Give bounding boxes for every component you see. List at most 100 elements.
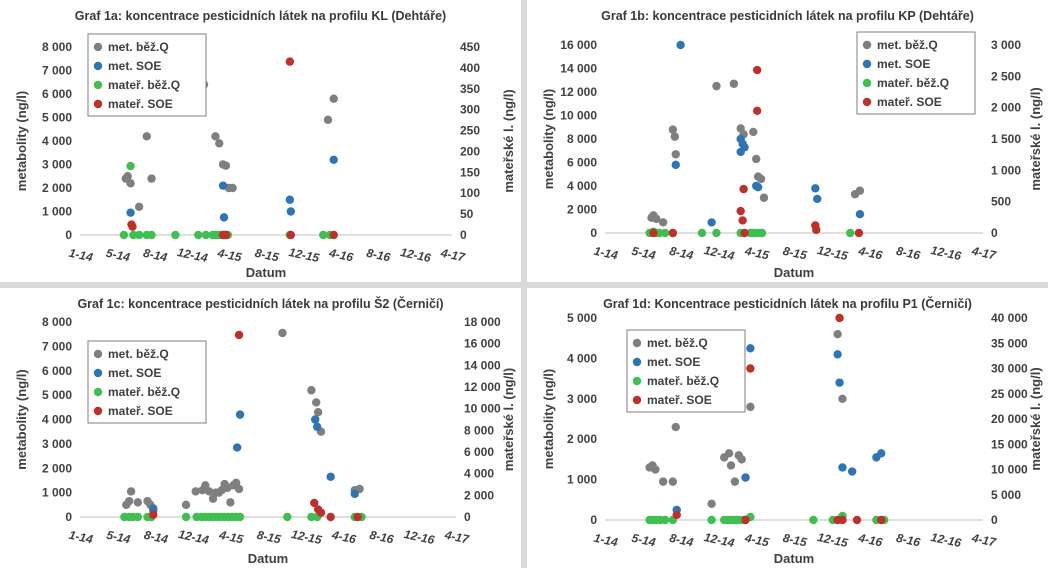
- y-tick-label: 8 000: [567, 132, 597, 146]
- x-tick-label: 12-14: [176, 245, 209, 265]
- y-tick-label: 1 000: [42, 486, 72, 500]
- legend-swatch: [93, 406, 103, 416]
- data-point-met-soe: [329, 155, 338, 164]
- x-tick-label: 4-17: [970, 531, 999, 550]
- y2-tick-label: 0: [991, 226, 998, 240]
- x-tick-label: 4-16: [330, 528, 358, 547]
- x-tick-label: 1-14: [68, 528, 95, 547]
- data-point-met-b-q: [307, 386, 316, 395]
- y2-tick-label: 35 000: [991, 336, 1028, 350]
- legend-swatch: [632, 338, 642, 348]
- y2-tick-label: 1 000: [991, 163, 1021, 177]
- y2-tick-label: 30 000: [991, 362, 1028, 376]
- chart-panel-2: Graf 1b: koncentrace pesticidních látek …: [527, 0, 1048, 282]
- data-point-mate-soe: [752, 106, 762, 116]
- legend-label: mateř. SOE: [108, 97, 173, 111]
- data-point-mate-b-q: [809, 515, 818, 525]
- data-point-met-b-q: [147, 174, 156, 183]
- y-tick-label: 7 000: [42, 339, 72, 353]
- y2-tick-label: 18 000: [464, 315, 501, 329]
- chart-title: Graf 1c: koncentrace pesticidních látek …: [77, 296, 443, 311]
- data-point-met-soe: [149, 504, 158, 513]
- data-point-met-b-q: [221, 161, 231, 170]
- data-point-mate-b-q: [235, 512, 245, 522]
- y2-tick-label: 250: [460, 124, 480, 138]
- legend-box: [856, 31, 976, 115]
- y2-tick-label: 100: [460, 186, 480, 200]
- legend-swatch: [93, 80, 103, 90]
- data-point-mate-soe: [854, 228, 864, 238]
- y2-tick-label: 10 000: [991, 463, 1028, 477]
- y-tick-label: 6 000: [42, 87, 72, 101]
- data-point-mate-b-q: [201, 230, 211, 240]
- data-point-mate-b-q: [712, 228, 721, 238]
- data-point-met-soe: [350, 489, 359, 499]
- legend-swatch: [862, 40, 872, 50]
- data-point-met-b-q: [211, 132, 220, 141]
- x-tick-label: 4-16: [856, 531, 884, 550]
- chart-svg-4: Graf 1d: Koncentrace pesticidních látek …: [541, 296, 1043, 566]
- x-tick-label: 12-15: [290, 527, 323, 547]
- x-tick-label: 8-14: [668, 244, 695, 263]
- legend-label: met. SOE: [108, 59, 161, 73]
- data-point-met-b-q: [278, 328, 287, 338]
- x-tick-label: 1-14: [593, 244, 620, 263]
- y2-tick-label: 0: [991, 513, 998, 527]
- data-point-mate-soe: [234, 330, 244, 340]
- y2-tick-label: 12 000: [464, 380, 501, 394]
- x-tick-label: 4-15: [743, 244, 771, 263]
- chart-panel-4: Graf 1d: Koncentrace pesticidních látek …: [527, 288, 1048, 568]
- data-point-mate-soe: [738, 216, 747, 225]
- data-point-met-soe: [286, 207, 295, 216]
- data-point-mate-soe: [739, 184, 748, 194]
- data-point-mate-soe: [736, 206, 745, 216]
- y2-tick-label: 5 000: [991, 488, 1021, 502]
- data-point-met-soe: [312, 422, 322, 432]
- x-axis-label: Datum: [248, 551, 288, 566]
- legend-label: mateř. běž.Q: [108, 385, 180, 399]
- data-point-met-b-q: [204, 487, 214, 496]
- data-point-met-soe: [218, 181, 228, 190]
- data-point-mate-b-q: [171, 230, 180, 240]
- y2-tick-label: 6 000: [464, 445, 494, 459]
- legend-box: [87, 340, 207, 424]
- data-point-met-b-q: [226, 498, 235, 507]
- y2-tick-label: 10 000: [464, 402, 501, 416]
- data-point-met-soe: [741, 473, 750, 482]
- data-point-met-b-q: [737, 455, 746, 464]
- x-tick-label: 5-14: [630, 244, 657, 263]
- data-point-mate-soe: [741, 515, 750, 525]
- data-point-met-b-q: [756, 174, 766, 184]
- y2-tick-label: 40 000: [991, 311, 1028, 325]
- data-point-mate-b-q: [655, 228, 664, 238]
- chart-title: Graf 1b: koncentrace pesticidních látek …: [601, 9, 974, 23]
- y-axis-label: metabolity (ng/l): [14, 91, 29, 191]
- y-tick-label: 3 000: [42, 437, 72, 451]
- data-point-mate-soe: [310, 498, 319, 508]
- x-tick-label: 12-14: [703, 243, 736, 263]
- legend-label: mateř. SOE: [877, 95, 942, 109]
- data-point-met-b-q: [133, 498, 143, 507]
- data-point-met-b-q: [668, 477, 678, 486]
- data-point-mate-b-q: [133, 512, 143, 522]
- data-point-mate-soe: [286, 230, 295, 240]
- legend-swatch: [862, 97, 872, 107]
- legend-box: [87, 33, 207, 117]
- y-tick-label: 5 000: [42, 388, 72, 402]
- x-tick-label: 8-14: [143, 528, 170, 547]
- data-point-met-b-q: [126, 179, 135, 188]
- data-point-mate-b-q: [283, 512, 292, 522]
- data-point-met-soe: [736, 147, 745, 157]
- legend-label: met. běž.Q: [108, 40, 169, 54]
- data-point-mate-soe: [752, 65, 762, 75]
- legend-label: mateř. SOE: [108, 404, 173, 418]
- data-point-mate-soe: [128, 222, 137, 231]
- data-point-mate-soe: [149, 510, 158, 520]
- x-tick-label: 12-14: [703, 530, 736, 550]
- data-point-met-b-q: [191, 487, 200, 496]
- data-point-met-soe: [671, 160, 680, 170]
- legend-label: met. SOE: [108, 366, 161, 380]
- y-tick-label: 6 000: [42, 364, 72, 378]
- y2-tick-label: 450: [460, 40, 480, 54]
- data-point-met-soe: [235, 410, 245, 419]
